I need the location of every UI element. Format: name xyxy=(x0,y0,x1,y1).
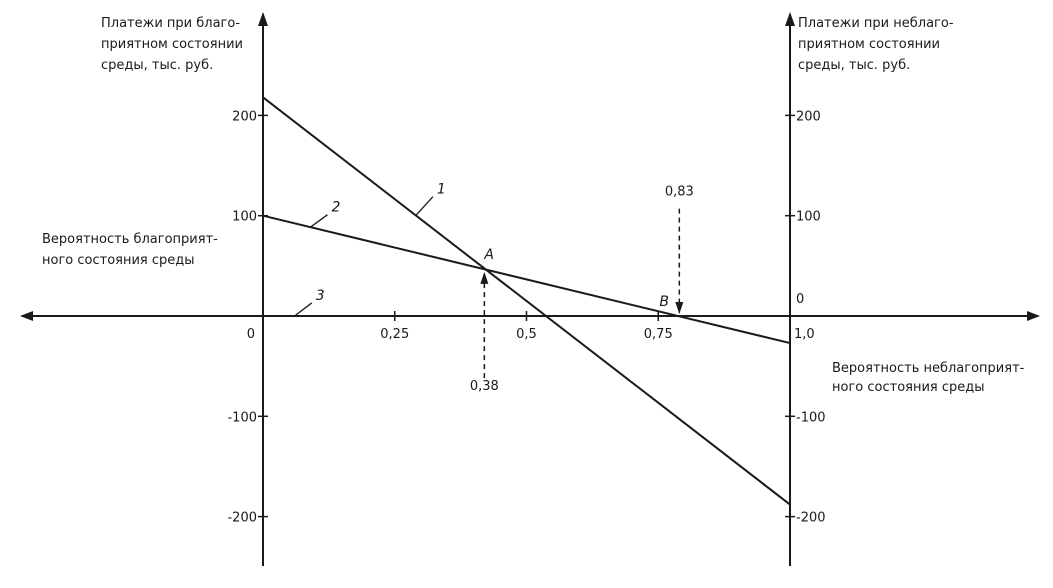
series-label-1: 1 xyxy=(437,182,446,198)
right-y-tick-label: 200 xyxy=(796,109,821,124)
left-y-tick-label: -200 xyxy=(227,511,257,526)
right-y-axis-arrow xyxy=(785,12,795,26)
x-axis-title-favorable: Вероятность благоприят-ного состояния ср… xyxy=(42,232,218,268)
title-line: ного состояния среды xyxy=(42,253,195,268)
title-line: ного состояния среды xyxy=(832,380,985,395)
right-y-tick-label: 0 xyxy=(796,292,804,307)
title-line: Вероятность благоприят- xyxy=(42,232,218,247)
series-lines: 1 2 3 xyxy=(262,96,791,506)
title-line: приятном состоянии xyxy=(101,37,243,52)
x-tick-label: 1,0 xyxy=(794,327,815,342)
x-axis-arrow-left xyxy=(20,311,33,321)
title-line: среды, тыс. руб. xyxy=(798,58,910,73)
x-tick-label: 0 xyxy=(247,327,255,342)
title-line: Вероятность неблагоприят- xyxy=(832,361,1025,376)
marker-arrowhead xyxy=(480,271,489,284)
series-label-3: 3 xyxy=(316,288,325,304)
title-line: приятном состоянии xyxy=(798,37,940,52)
right-y-tick-label: 100 xyxy=(796,210,821,225)
point-labels: AB xyxy=(483,247,669,310)
left-y-tick-label: -100 xyxy=(227,410,257,425)
series-leader-1 xyxy=(415,196,434,216)
series-label-2: 2 xyxy=(332,200,341,216)
point-label-A: A xyxy=(483,247,494,263)
axes xyxy=(20,12,1040,566)
marker-arrows: 0,38 0,83 xyxy=(470,185,694,395)
series-line-1 xyxy=(262,96,791,506)
x-axis-arrow-right xyxy=(1027,311,1040,321)
x-axis-title-unfavorable: Вероятность неблагоприят-ного состояния … xyxy=(832,361,1025,395)
right-y-tick-label: -200 xyxy=(796,511,826,526)
series-line-2 xyxy=(262,214,791,345)
left-y-axis-title: Платежи при благо-приятном состоянии сред… xyxy=(101,16,243,73)
right-y-tick-label: -100 xyxy=(796,410,826,425)
left-y-tick-label: 200 xyxy=(232,109,257,124)
title-line: среды, тыс. руб. xyxy=(101,58,213,73)
point-label-B: B xyxy=(659,294,669,310)
ticks: 0 0,25 0,5 0,75 1,0 200 100 -100 -200 200 100 0 -100… xyxy=(227,109,825,525)
x-tick-label: 0,5 xyxy=(516,327,537,342)
left-y-tick-label: 100 xyxy=(232,210,257,225)
marker-arrowhead xyxy=(675,301,684,314)
marker-label: 0,38 xyxy=(470,379,499,394)
series-leader-2 xyxy=(310,214,328,228)
marker-label: 0,83 xyxy=(665,185,694,200)
title-line: Платежи при неблаго- xyxy=(798,16,954,31)
x-tick-label: 0,25 xyxy=(380,327,409,342)
x-tick-label: 0,75 xyxy=(644,327,673,342)
right-y-axis-title: Платежи при неблаго-приятном состоянии ср… xyxy=(798,16,954,73)
left-y-axis-arrow xyxy=(258,12,268,26)
series-leader-3 xyxy=(294,302,313,317)
title-line: Платежи при благо- xyxy=(101,16,240,31)
